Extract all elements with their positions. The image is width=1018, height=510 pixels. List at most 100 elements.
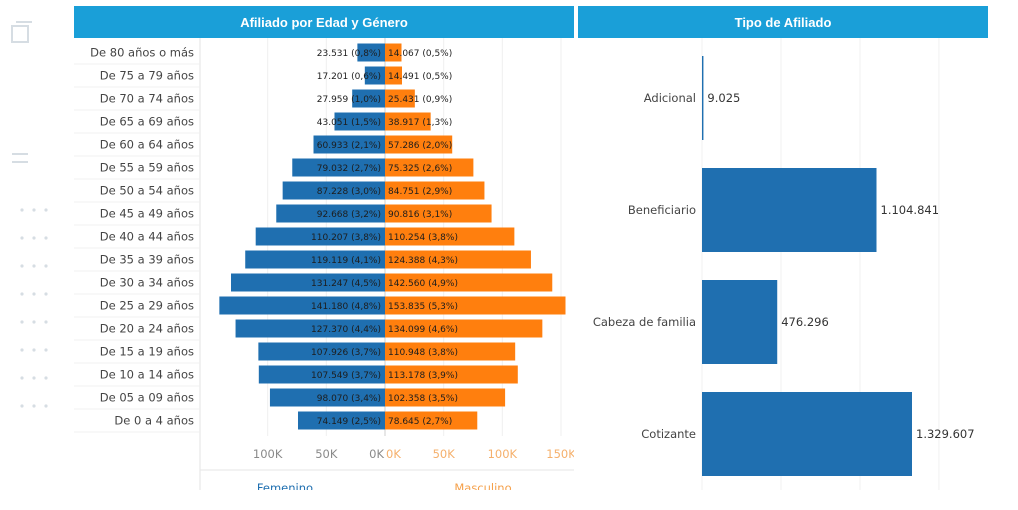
affiliate-type-label: Beneficiario bbox=[628, 203, 696, 217]
male-value-label: 90.816 (3,1%) bbox=[388, 210, 452, 220]
age-group-label: De 35 a 39 años bbox=[100, 253, 194, 267]
male-value-label: 110.254 (3,8%) bbox=[388, 233, 458, 243]
female-axis-title: Femenino bbox=[257, 481, 313, 490]
male-value-label: 38.917 (1,3%) bbox=[388, 118, 452, 128]
affiliate-type-label: Adicional bbox=[644, 91, 696, 105]
male-value-label: 14.067 (0,5%) bbox=[388, 49, 452, 59]
age-group-label: De 40 a 44 años bbox=[100, 230, 194, 244]
male-value-label: 14.491 (0,5%) bbox=[388, 72, 452, 82]
affiliate-type-bar bbox=[702, 392, 912, 476]
male-value-label: 25.431 (0,9%) bbox=[388, 95, 452, 105]
female-bar bbox=[258, 342, 385, 361]
male-value-label: 142.560 (4,9%) bbox=[388, 279, 458, 289]
female-value-label: 119.119 (4,1%) bbox=[311, 256, 381, 266]
type-svg: Adicional 9.025 Beneficiario 1.104.841 Cabez… bbox=[593, 38, 975, 490]
age-group-label: De 70 a 74 años bbox=[100, 92, 194, 106]
male-bar bbox=[385, 43, 402, 62]
male-bar bbox=[385, 227, 515, 246]
female-value-label: 131.247 (4,5%) bbox=[311, 279, 381, 289]
female-bar bbox=[364, 66, 385, 85]
male-axis-tick: 100K bbox=[488, 447, 518, 461]
female-bar bbox=[258, 365, 385, 384]
female-bar bbox=[352, 89, 385, 108]
affiliate-type-label: Cabeza de familia bbox=[593, 315, 696, 329]
female-value-label: 127.370 (4,4%) bbox=[311, 325, 381, 335]
type-chart-title: Tipo de Afiliado bbox=[578, 6, 988, 38]
male-axis-title: Masculino bbox=[454, 481, 511, 490]
male-value-label: 57.286 (2,0%) bbox=[388, 141, 452, 151]
female-value-label: 43.051 (1,5%) bbox=[317, 118, 381, 128]
affiliate-type-chart: Adicional 9.025 Beneficiario 1.104.841 Cabez… bbox=[578, 38, 988, 490]
male-axis-tick: 0K bbox=[386, 447, 401, 461]
affiliate-type-value: 476.296 bbox=[781, 315, 829, 329]
female-bar bbox=[276, 204, 385, 223]
affiliate-type-value: 1.104.841 bbox=[881, 203, 940, 217]
male-value-label: 113.178 (3,9%) bbox=[388, 371, 458, 381]
female-value-label: 107.549 (3,7%) bbox=[311, 371, 381, 381]
male-bar bbox=[385, 296, 566, 315]
male-axis-tick: 150K bbox=[546, 447, 574, 461]
male-value-label: 75.325 (2,6%) bbox=[388, 164, 452, 174]
affiliate-type-value: 1.329.607 bbox=[916, 427, 975, 441]
age-group-label: De 45 a 49 años bbox=[100, 207, 194, 221]
female-value-label: 92.668 (3,2%) bbox=[317, 210, 381, 220]
male-bar bbox=[385, 89, 415, 108]
male-bar bbox=[385, 411, 478, 430]
female-bar bbox=[269, 388, 385, 407]
age-group-label: De 65 a 69 años bbox=[100, 115, 194, 129]
male-bar bbox=[385, 319, 543, 338]
affiliate-type-bar bbox=[702, 168, 877, 252]
age-group-label: De 55 a 59 años bbox=[100, 161, 194, 175]
female-value-label: 60.933 (2,1%) bbox=[317, 141, 381, 151]
female-bar bbox=[313, 135, 385, 154]
male-value-label: 102.358 (3,5%) bbox=[388, 394, 458, 404]
pyramid-chart-title: Afiliado por Edad y Género bbox=[74, 6, 574, 38]
female-bar bbox=[357, 43, 385, 62]
female-bar bbox=[219, 296, 385, 315]
affiliate-type-bar bbox=[702, 56, 704, 140]
female-bar bbox=[245, 250, 385, 269]
male-bar bbox=[385, 112, 431, 131]
female-axis-tick: 50K bbox=[315, 447, 338, 461]
female-bar bbox=[255, 227, 385, 246]
male-bar bbox=[385, 342, 516, 361]
age-group-label: De 10 a 14 años bbox=[100, 368, 194, 382]
age-group-label: De 75 a 79 años bbox=[100, 69, 194, 83]
affiliate-type-value: 9.025 bbox=[707, 91, 740, 105]
female-value-label: 74.149 (2,5%) bbox=[317, 417, 381, 427]
female-axis-tick: 100K bbox=[253, 447, 283, 461]
male-bar bbox=[385, 66, 403, 85]
age-group-label: De 80 años o más bbox=[90, 46, 194, 60]
female-value-label: 107.926 (3,7%) bbox=[311, 348, 381, 358]
female-value-label: 98.070 (3,4%) bbox=[317, 394, 381, 404]
age-group-label: De 60 a 64 años bbox=[100, 138, 194, 152]
female-value-label: 79.032 (2,7%) bbox=[317, 164, 381, 174]
age-gender-pyramid-chart: De 80 años o más 23.531 (0,8%) 14.067 (0,5… bbox=[74, 38, 574, 490]
age-group-label: De 30 a 34 años bbox=[100, 276, 194, 290]
female-value-label: 27.959 (1,0%) bbox=[317, 95, 381, 105]
male-bar bbox=[385, 365, 518, 384]
male-bar bbox=[385, 204, 492, 223]
female-bar bbox=[292, 158, 385, 177]
female-bar bbox=[297, 411, 385, 430]
female-value-label: 110.207 (3,8%) bbox=[311, 233, 381, 243]
female-value-label: 87.228 (3,0%) bbox=[317, 187, 381, 197]
male-value-label: 110.948 (3,8%) bbox=[388, 348, 458, 358]
age-group-label: De 20 a 24 años bbox=[100, 322, 194, 336]
male-bar bbox=[385, 250, 531, 269]
male-value-label: 134.099 (4,6%) bbox=[388, 325, 458, 335]
female-value-label: 141.180 (4,8%) bbox=[311, 302, 381, 312]
male-bar bbox=[385, 388, 506, 407]
male-axis-tick: 50K bbox=[433, 447, 456, 461]
male-value-label: 78.645 (2,7%) bbox=[388, 417, 452, 427]
affiliate-type-label: Cotizante bbox=[641, 427, 696, 441]
female-value-label: 23.531 (0,8%) bbox=[317, 49, 381, 59]
age-group-label: De 25 a 29 años bbox=[100, 299, 194, 313]
female-bar bbox=[235, 319, 385, 338]
pyramid-svg: De 80 años o más 23.531 (0,8%) 14.067 (0,5… bbox=[74, 38, 574, 490]
background-decoration bbox=[11, 21, 48, 408]
female-value-label: 17.201 (0,6%) bbox=[317, 72, 381, 82]
age-group-label: De 50 a 54 años bbox=[100, 184, 194, 198]
male-bar bbox=[385, 158, 474, 177]
male-value-label: 84.751 (2,9%) bbox=[388, 187, 452, 197]
